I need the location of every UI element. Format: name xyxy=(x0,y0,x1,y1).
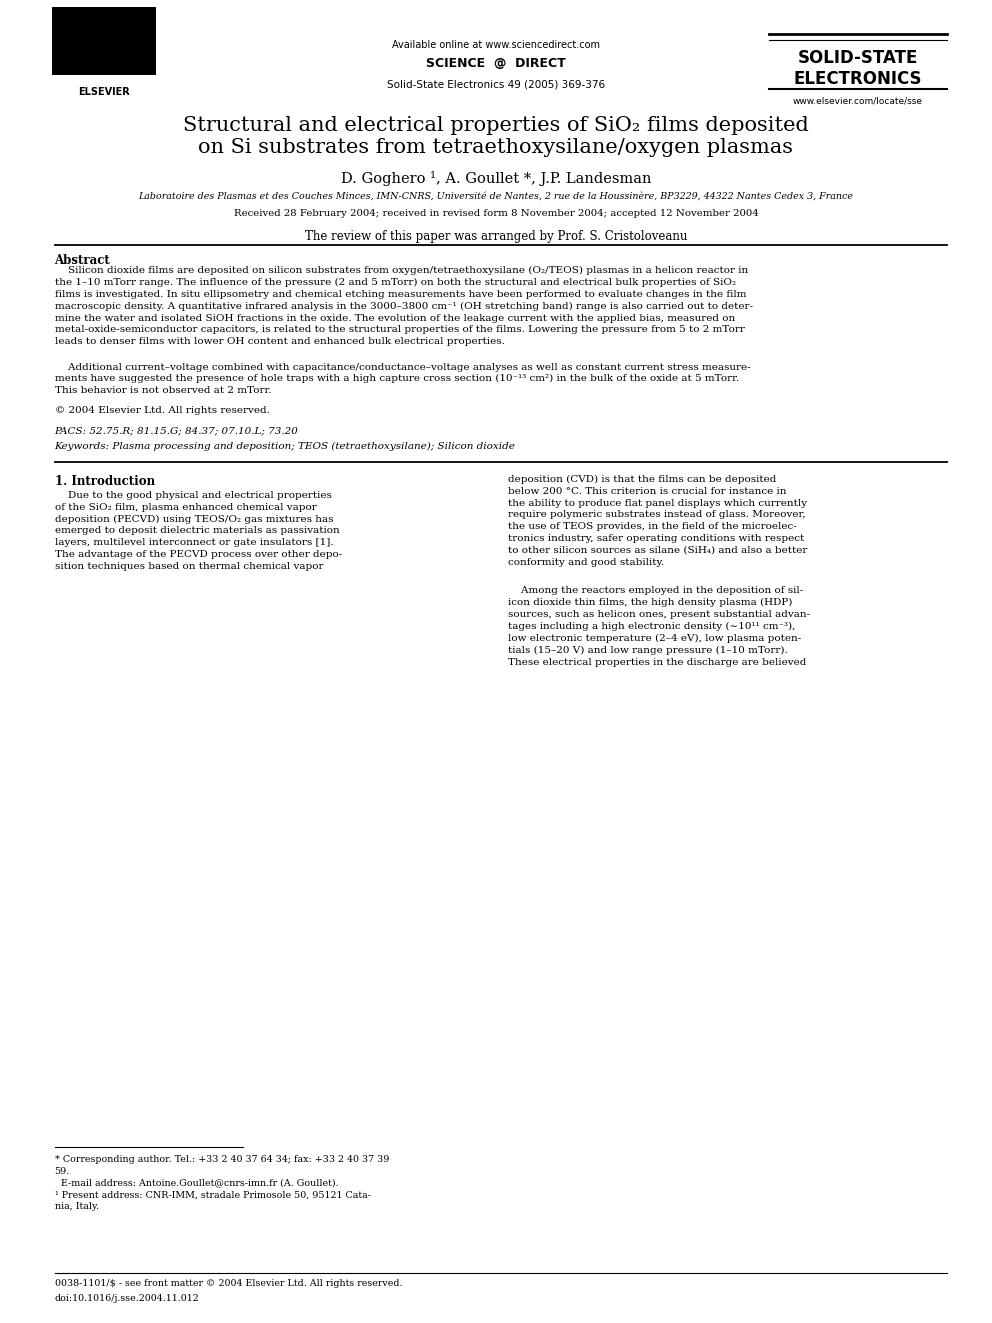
Bar xyxy=(52,7,156,75)
Text: * Corresponding author. Tel.: +33 2 40 37 64 34; fax: +33 2 40 37 39
59.
  E-mai: * Corresponding author. Tel.: +33 2 40 3… xyxy=(55,1155,389,1211)
Text: The review of this paper was arranged by Prof. S. Cristoloveanu: The review of this paper was arranged by… xyxy=(305,230,687,243)
Text: D. Goghero ¹, A. Goullet *, J.P. Landesman: D. Goghero ¹, A. Goullet *, J.P. Landesm… xyxy=(340,171,652,185)
Text: Available online at www.sciencedirect.com: Available online at www.sciencedirect.co… xyxy=(392,40,600,50)
Text: Due to the good physical and electrical properties
of the SiO₂ film, plasma enha: Due to the good physical and electrical … xyxy=(55,491,342,570)
Text: 1. Introduction: 1. Introduction xyxy=(55,475,155,488)
Text: doi:10.1016/j.sse.2004.11.012: doi:10.1016/j.sse.2004.11.012 xyxy=(55,1294,199,1303)
Text: deposition (CVD) is that the films can be deposited
below 200 °C. This criterion: deposition (CVD) is that the films can b… xyxy=(508,475,807,566)
Text: Laboratoire des Plasmas et des Couches Minces, IMN-CNRS, Université de Nantes, 2: Laboratoire des Plasmas et des Couches M… xyxy=(139,192,853,201)
Text: Abstract: Abstract xyxy=(55,254,110,267)
Text: PACS: 52.75.R; 81.15.G; 84.37; 07.10.L; 73.20: PACS: 52.75.R; 81.15.G; 84.37; 07.10.L; … xyxy=(55,426,299,435)
Text: © 2004 Elsevier Ltd. All rights reserved.: © 2004 Elsevier Ltd. All rights reserved… xyxy=(55,406,270,415)
Text: Received 28 February 2004; received in revised form 8 November 2004; accepted 12: Received 28 February 2004; received in r… xyxy=(234,209,758,218)
Text: ELECTRONICS: ELECTRONICS xyxy=(794,70,923,89)
Text: Structural and electrical properties of SiO₂ films deposited
on Si substrates fr: Structural and electrical properties of … xyxy=(184,116,808,157)
Text: www.elsevier.com/locate/sse: www.elsevier.com/locate/sse xyxy=(793,97,924,106)
Text: SOLID-STATE: SOLID-STATE xyxy=(798,49,919,67)
Text: 0038-1101/$ - see front matter © 2004 Elsevier Ltd. All rights reserved.: 0038-1101/$ - see front matter © 2004 El… xyxy=(55,1279,402,1289)
Text: Silicon dioxide films are deposited on silicon substrates from oxygen/tetraethox: Silicon dioxide films are deposited on s… xyxy=(55,266,753,347)
Text: Additional current–voltage combined with capacitance/conductance–voltage analyse: Additional current–voltage combined with… xyxy=(55,363,750,396)
Text: SCIENCE  @  DIRECT: SCIENCE @ DIRECT xyxy=(427,57,565,70)
Text: Keywords: Plasma processing and deposition; TEOS (tetraethoxysilane); Silicon di: Keywords: Plasma processing and depositi… xyxy=(55,442,516,451)
Text: Among the reactors employed in the deposition of sil-
icon dioxide thin films, t: Among the reactors employed in the depos… xyxy=(508,586,810,667)
Text: ELSEVIER: ELSEVIER xyxy=(77,87,130,98)
Text: Solid-State Electronics 49 (2005) 369-376: Solid-State Electronics 49 (2005) 369-37… xyxy=(387,79,605,90)
